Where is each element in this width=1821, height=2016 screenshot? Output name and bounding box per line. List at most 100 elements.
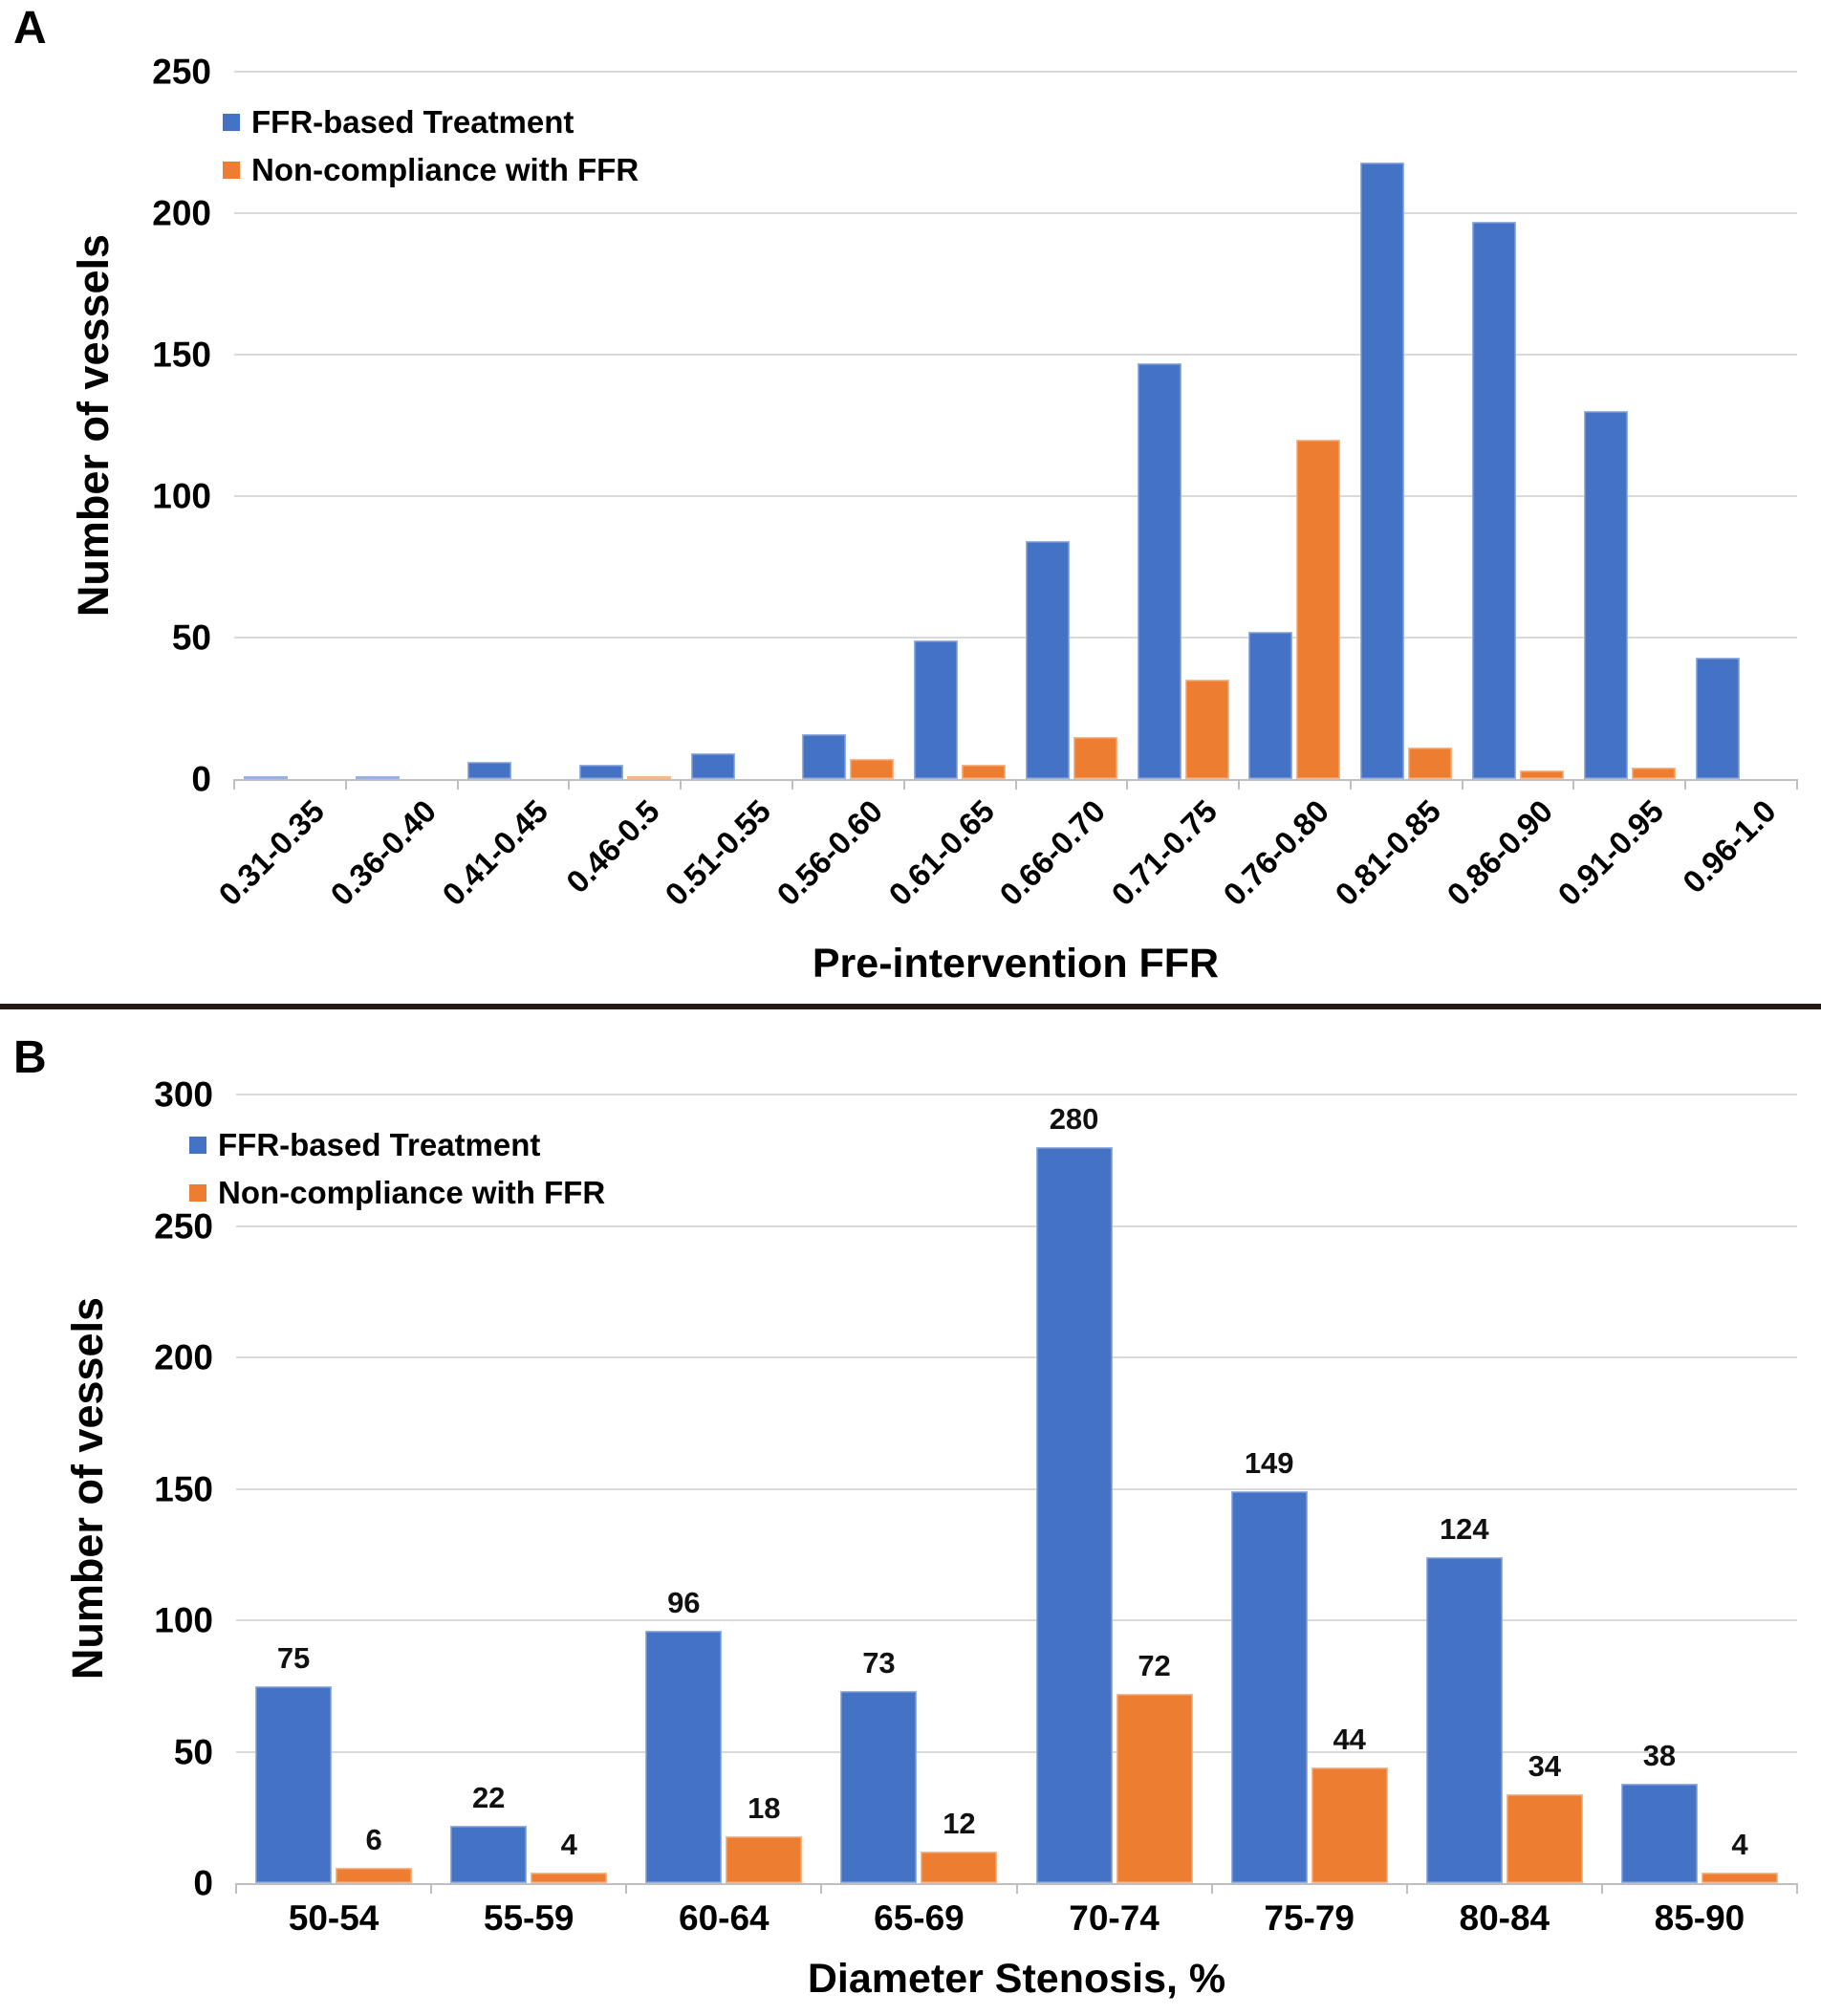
bar-data-label: 6 [365,1822,382,1856]
x-category-label: 0.56-0.60 [770,792,890,913]
bar-non-compliance [1073,736,1117,779]
bar-data-label: 18 [748,1790,781,1825]
y-tick-label: 50 [171,618,211,658]
gridline [236,1619,1797,1621]
bar-data-label: 34 [1528,1748,1562,1783]
panel-a-x-axis-title: Pre-intervention FFR [812,941,1220,986]
panel-b: B Number of vessels FFR-based Treatment … [0,1010,1821,2016]
x-axis-tick-mark [820,1883,823,1894]
x-category-label: 0.76-0.80 [1216,792,1336,913]
x-category-label: 0.31-0.35 [211,792,332,913]
bar-data-label: 12 [943,1807,976,1840]
y-tick-label: 100 [152,476,211,516]
x-category-label: 0.66-0.70 [992,792,1113,913]
panel-b-plot-area: FFR-based Treatment Non-compliance with … [154,1077,1798,1936]
bar-non-compliance [962,765,1007,779]
x-axis-tick-mark [1600,1883,1603,1894]
bar-data-label: 72 [1138,1649,1171,1682]
x-axis-tick-mark [1405,1883,1408,1894]
x-category-label: 0.36-0.40 [323,792,443,913]
x-category-label: 0.71-0.75 [1104,792,1225,913]
bar-ffr-based-treatment [244,776,289,779]
x-axis-tick-mark [791,779,793,790]
y-tick-label: 200 [152,193,211,233]
legend-label-non-compliance: Non-compliance with FFR [251,151,640,187]
y-tick-label: 0 [193,1863,213,1903]
x-axis-tick-mark [1238,779,1241,790]
bar-non-compliance [1520,770,1565,779]
x-axis-tick-mark [568,779,571,790]
x-axis-tick-mark [680,779,683,790]
gridline [234,212,1797,214]
bar-ffr-based-treatment [1620,1783,1698,1883]
bar-ffr-based-treatment [802,733,847,779]
y-tick-label: 250 [152,52,211,92]
gridline [234,71,1797,73]
legend-swatch-orange-icon [223,161,240,179]
x-category-label: 80-84 [1459,1898,1550,1938]
panel-a-plot-area: FFR-based Treatment Non-compliance with … [152,54,1798,912]
panel-a-letter: A [13,3,47,54]
bar-data-label: 44 [1333,1723,1366,1756]
x-category-label: 0.41-0.45 [434,792,554,913]
bar-non-compliance [1116,1694,1193,1883]
gridline [234,637,1797,639]
panel-a-legend: FFR-based Treatment Non-compliance with … [223,104,640,187]
y-tick-label: 0 [191,759,211,799]
bar-data-label: 4 [560,1828,577,1861]
gridline [236,1094,1797,1095]
bar-non-compliance [1408,748,1453,779]
legend-label-non-compliance: Non-compliance with FFR [218,1174,606,1210]
bar-data-label: 22 [471,1780,506,1814]
x-category-label: 0.46-0.5 [558,792,666,900]
bar-ffr-based-treatment [1035,1147,1113,1883]
bar-non-compliance [336,1867,413,1883]
y-tick-label: 50 [173,1732,213,1771]
bar-ffr-based-treatment [914,639,959,779]
x-category-label: 60-64 [678,1898,770,1938]
panel-b-letter: B [13,1032,47,1083]
legend-swatch-blue-icon [223,114,240,132]
bar-ffr-based-treatment [450,1825,528,1883]
x-category-label: 0.61-0.65 [881,792,1001,913]
x-axis-tick-mark [1014,779,1017,790]
x-axis-tick-mark [1796,1883,1798,1894]
bar-non-compliance [531,1873,608,1883]
x-category-label: 0.86-0.90 [1440,792,1559,913]
x-category-label: 0.91-0.95 [1550,792,1671,913]
gridline [236,1750,1797,1753]
x-axis-tick-mark [1015,1883,1018,1894]
panel-b-legend: FFR-based Treatment Non-compliance with … [189,1127,606,1210]
bar-ffr-based-treatment [645,1631,723,1883]
bar-data-label: 38 [1642,1738,1677,1772]
bar-ffr-based-treatment [1230,1491,1308,1883]
bar-data-label: 124 [1439,1512,1489,1546]
legend-label-ffr-based-treatment: FFR-based Treatment [218,1127,541,1162]
panel-a-y-axis-title: Number of vessels [69,233,118,618]
bar-data-label: 73 [862,1646,896,1680]
legend-swatch-blue-icon [189,1137,206,1155]
bar-non-compliance [921,1852,998,1883]
legend-item-ffr-based-treatment: FFR-based Treatment [189,1127,605,1162]
x-axis-tick-mark [235,1883,237,1894]
x-category-label: 50-54 [288,1898,379,1938]
bar-ffr-based-treatment [1137,362,1181,779]
bar-non-compliance [1506,1793,1583,1883]
x-category-label: 0.81-0.85 [1328,792,1447,913]
panel-b-y-axis-title: Number of vessels [63,1296,112,1680]
bar-data-label: 75 [276,1640,311,1675]
y-tick-label: 250 [154,1206,213,1246]
legend-label-ffr-based-treatment: FFR-based Treatment [251,104,574,140]
gridline [234,495,1797,497]
y-tick-label: 200 [154,1337,213,1377]
bar-data-label: 280 [1049,1102,1099,1136]
x-category-label: 65-69 [874,1898,965,1938]
bar-ffr-based-treatment [1695,657,1740,779]
panel-a: A Number of vessels FFR-based Treatment … [0,0,1821,1004]
bar-non-compliance [1701,1873,1778,1883]
x-axis-tick-mark [233,779,235,790]
x-axis-tick-mark [1210,1883,1213,1894]
bar-non-compliance [1631,768,1676,779]
x-category-label: 0.96-1.0 [1675,792,1783,900]
y-tick-label: 150 [154,1469,213,1508]
